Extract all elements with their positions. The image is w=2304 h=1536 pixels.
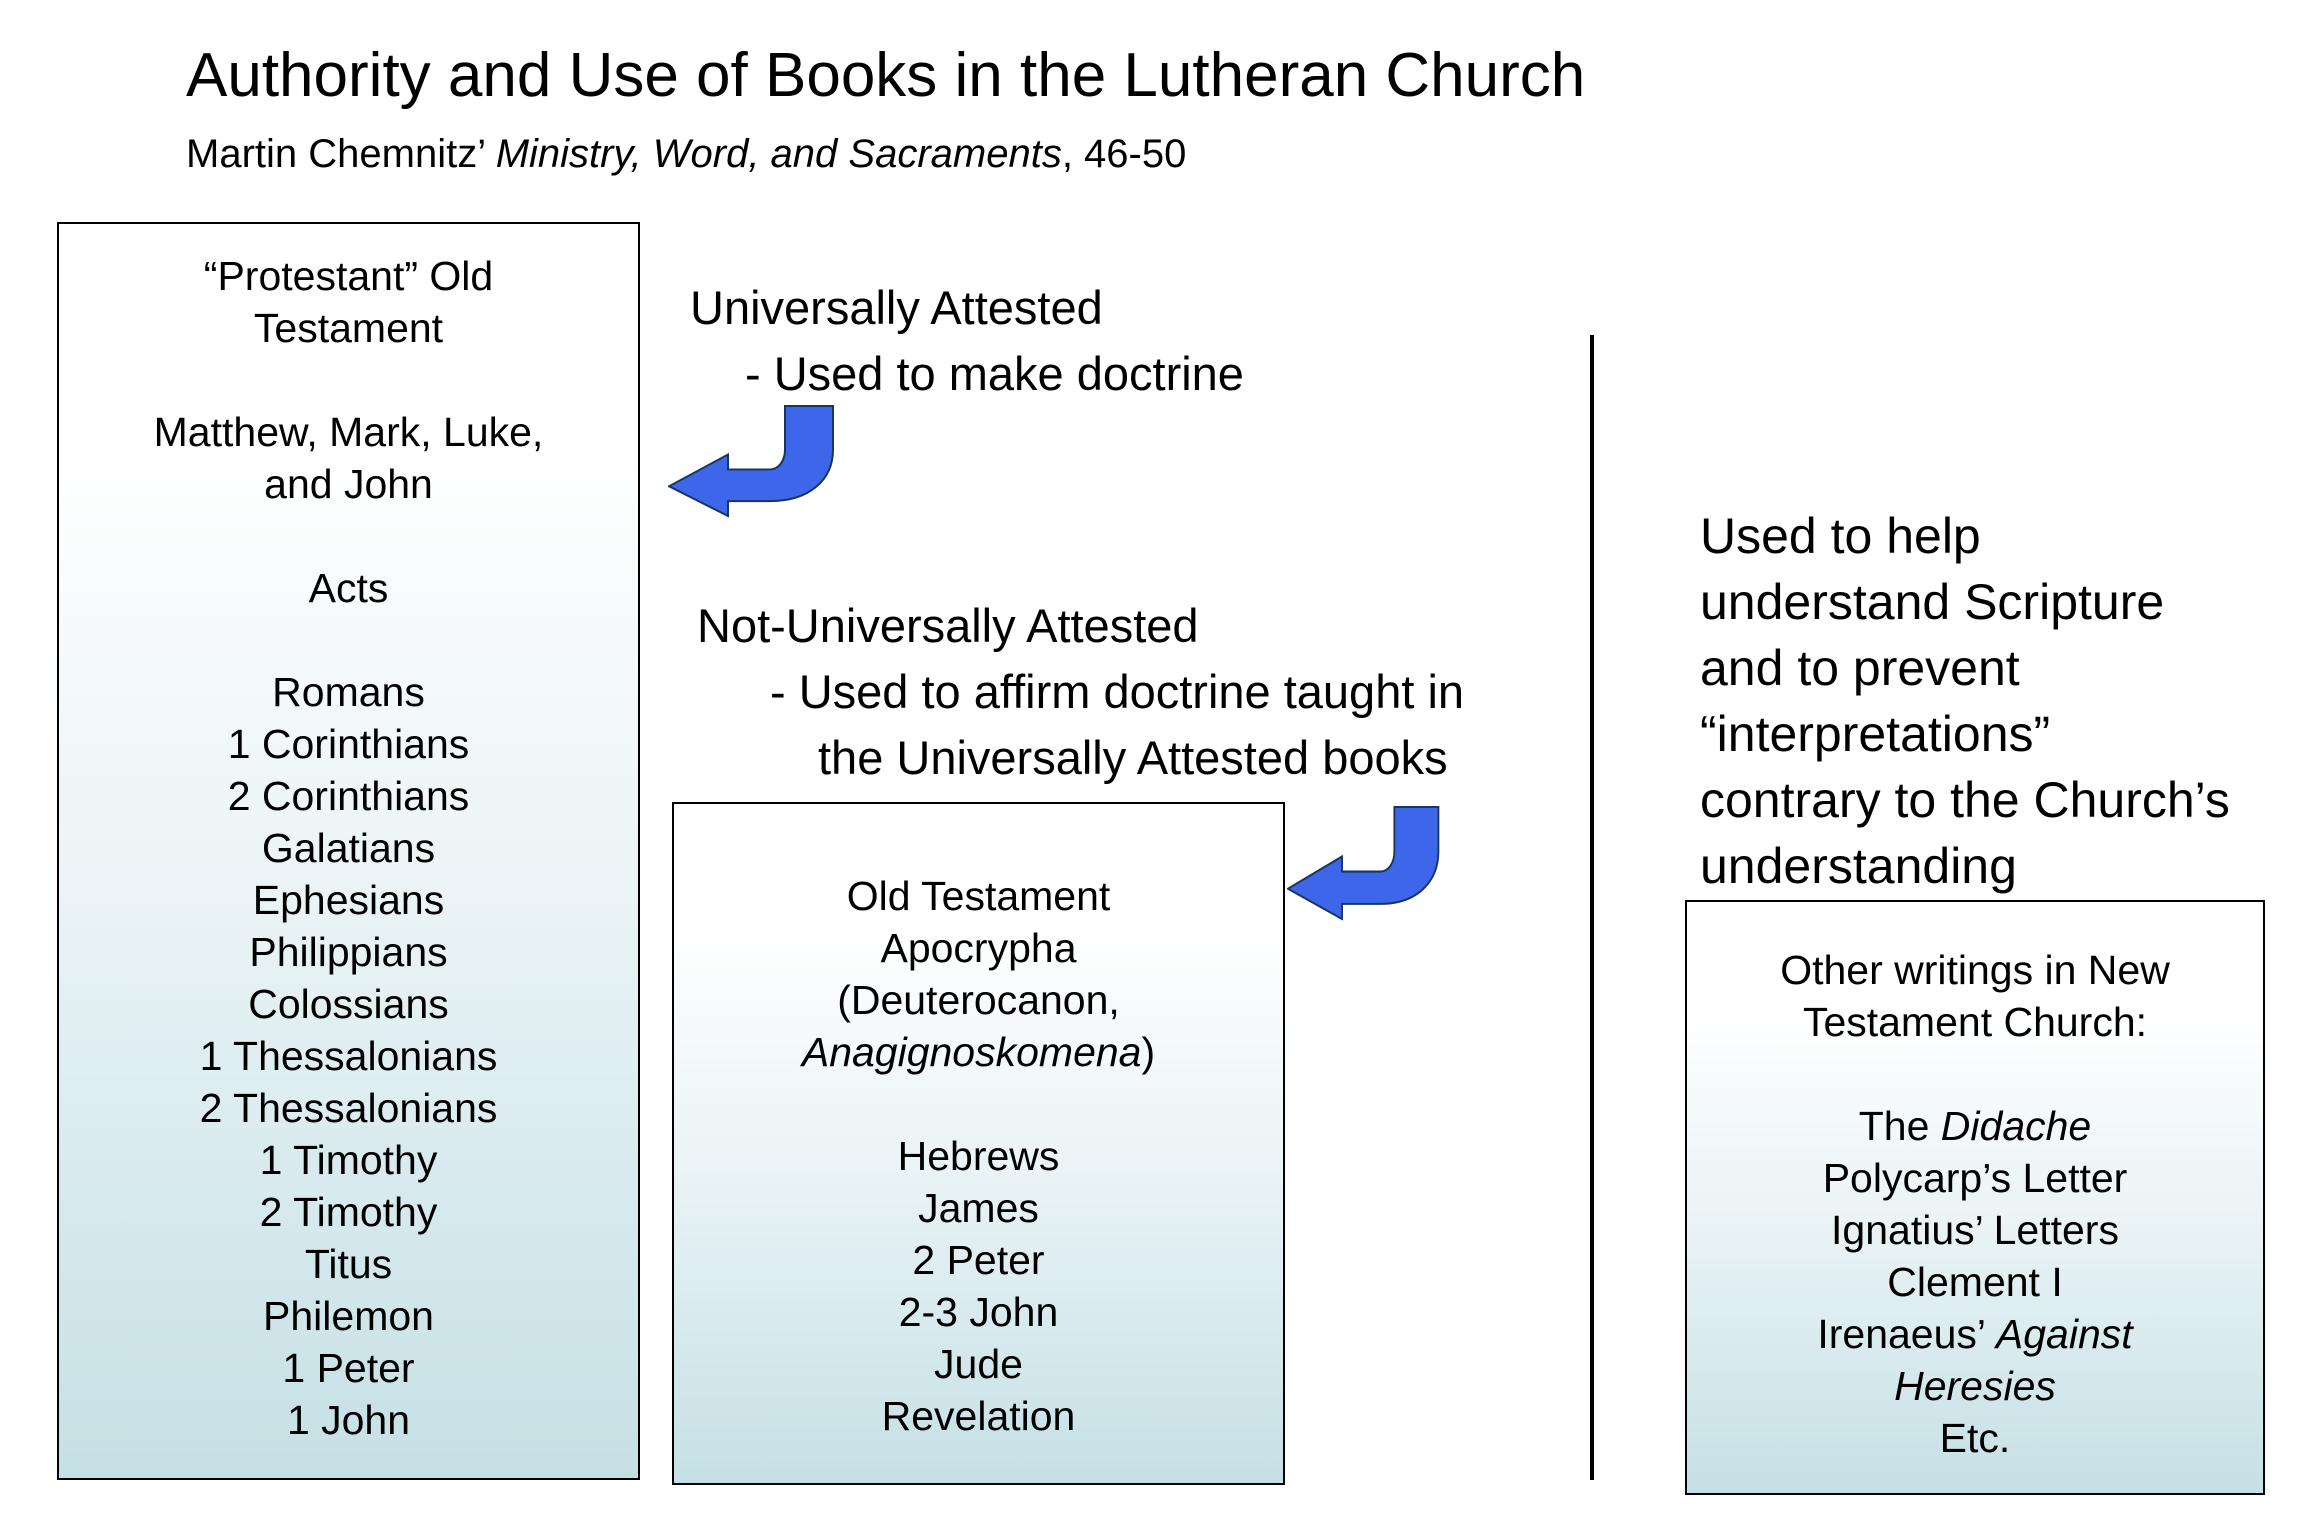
text-line: “Protestant” Old bbox=[203, 253, 494, 299]
text-line: Ignatius’ Letters bbox=[1831, 1207, 2119, 1253]
subtitle-prefix: Martin Chemnitz’ bbox=[186, 132, 496, 176]
text-line: and John bbox=[264, 461, 433, 507]
text-line: 1 Peter bbox=[282, 1345, 415, 1391]
text-line: “interpretations” bbox=[1700, 706, 2051, 762]
universally-attested-books-box: “Protestant” Old Testament Matthew, Mark,… bbox=[57, 222, 640, 1480]
vertical-divider bbox=[1590, 335, 1594, 1480]
text-line: Heresies bbox=[1894, 1363, 2056, 1409]
heading-title: Not-Universally Attested bbox=[697, 599, 1199, 652]
text-line: Anagignoskomena) bbox=[801, 1029, 1156, 1075]
not-universally-attested-books-box: Old Testament Apocrypha (Deuterocanon, Anag… bbox=[672, 802, 1285, 1485]
text-line: 2 Thessalonians bbox=[199, 1085, 498, 1131]
other-writings-box: Other writings in New Testament Church: T… bbox=[1685, 900, 2265, 1495]
text-line: Philemon bbox=[263, 1293, 434, 1339]
text-line: Testament Church: bbox=[1802, 999, 2148, 1045]
page-subtitle: Martin Chemnitz’ Ministry, Word, and Sac… bbox=[186, 130, 1186, 178]
text-line: 1 Timothy bbox=[259, 1137, 438, 1183]
text-line: understanding bbox=[1700, 838, 2017, 894]
text-line: Hebrews bbox=[897, 1133, 1060, 1179]
text-line: 2 Corinthians bbox=[227, 773, 470, 819]
text-line: Jude bbox=[934, 1341, 1023, 1387]
helper-writings-description: Used to help understand Scripture and to p… bbox=[1700, 503, 2230, 899]
text-line: Other writings in New bbox=[1780, 947, 2170, 993]
text-line: 1 Thessalonians bbox=[199, 1033, 498, 1079]
text-line: Titus bbox=[304, 1241, 393, 1287]
text-line: Philippians bbox=[249, 929, 448, 975]
text-line: Old Testament bbox=[846, 873, 1111, 919]
text-line: understand Scripture bbox=[1700, 574, 2165, 630]
text-line bbox=[59, 354, 638, 406]
text-line: Testament bbox=[253, 305, 444, 351]
heading-subtext: the Universally Attested books bbox=[818, 731, 1448, 784]
text-line: Galatians bbox=[261, 825, 436, 871]
page-title: Authority and Use of Books in the Luther… bbox=[186, 41, 1586, 110]
text-line: and to prevent bbox=[1700, 640, 2020, 696]
text-line: 1 John bbox=[286, 1397, 411, 1443]
text-line: Ephesians bbox=[252, 877, 445, 923]
heading-title: Universally Attested bbox=[690, 281, 1103, 334]
curved-left-arrow-icon bbox=[1287, 806, 1440, 921]
text-line: Matthew, Mark, Luke, bbox=[153, 409, 544, 455]
subtitle-suffix: , 46-50 bbox=[1061, 132, 1187, 176]
text-line: Revelation bbox=[881, 1393, 1076, 1439]
curved-left-arrow-shape bbox=[1287, 806, 1440, 921]
text-line: Clement I bbox=[1887, 1259, 2063, 1305]
text-line: Apocrypha bbox=[880, 925, 1077, 971]
text-line bbox=[1687, 1048, 2263, 1100]
text-line: The Didache bbox=[1858, 1103, 2092, 1149]
text-line: Colossians bbox=[248, 981, 449, 1027]
text-line: 1 Corinthians bbox=[227, 721, 470, 767]
text-line: contrary to the Church’s bbox=[1700, 772, 2230, 828]
heading-subtext: - Used to affirm doctrine taught in bbox=[770, 665, 1465, 718]
text-line: Used to help bbox=[1700, 508, 1981, 564]
text-line bbox=[674, 1078, 1283, 1130]
text-line: 2 Timothy bbox=[259, 1189, 438, 1235]
text-line bbox=[59, 510, 638, 562]
text-line: 2 Peter bbox=[912, 1237, 1045, 1283]
text-line bbox=[59, 614, 638, 666]
text-line: Acts bbox=[308, 565, 389, 611]
curved-left-arrow-icon bbox=[668, 405, 834, 518]
text-line: James bbox=[918, 1185, 1039, 1231]
text-line: 2-3 John bbox=[898, 1289, 1059, 1335]
text-line: Etc. bbox=[1939, 1415, 2011, 1461]
universally-attested-heading: Universally Attested - Used to make doct… bbox=[690, 275, 1244, 407]
text-line: (Deuterocanon, bbox=[837, 977, 1120, 1023]
curved-left-arrow-shape bbox=[668, 405, 834, 518]
not-universally-attested-heading: Not-Universally Attested - Used to affir… bbox=[697, 593, 1464, 791]
text-line: Polycarp’s Letter bbox=[1822, 1155, 2128, 1201]
text-line: Irenaeus’ Against bbox=[1817, 1311, 2133, 1357]
heading-subtext: - Used to make doctrine bbox=[745, 347, 1244, 400]
text-line: Romans bbox=[272, 669, 425, 715]
subtitle-book-title: Ministry, Word, and Sacraments bbox=[495, 132, 1062, 176]
